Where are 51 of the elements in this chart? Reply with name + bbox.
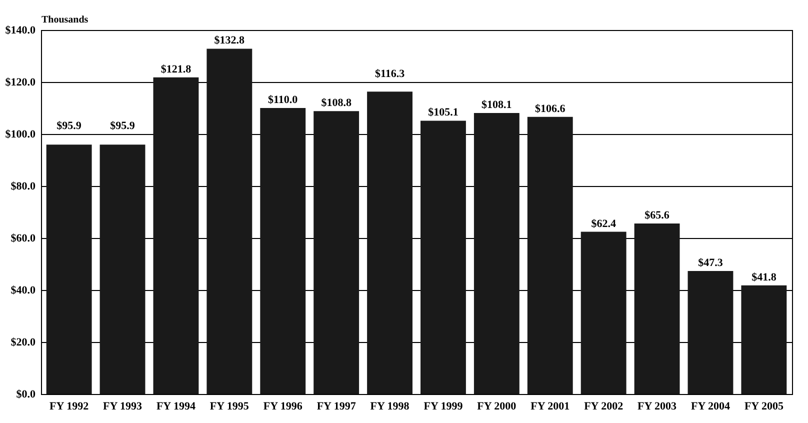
bar xyxy=(46,144,92,394)
y-tick-label: $120.0 xyxy=(5,76,36,88)
x-tick-label: FY 1994 xyxy=(156,400,196,412)
data-label: $41.8 xyxy=(752,271,777,284)
bar xyxy=(100,144,146,394)
x-tick-label: FY 1996 xyxy=(263,400,303,412)
y-tick-label: $20.0 xyxy=(10,336,36,348)
bar xyxy=(634,223,680,394)
x-tick-label: FY 1998 xyxy=(370,400,410,412)
bar xyxy=(367,92,412,394)
bar xyxy=(741,285,787,394)
data-label: $47.3 xyxy=(698,257,724,270)
bar xyxy=(474,112,520,394)
data-label: $121.8 xyxy=(160,63,192,76)
data-label: $62.4 xyxy=(591,218,616,230)
bar xyxy=(420,120,466,394)
data-label: $108.8 xyxy=(321,97,352,110)
bar xyxy=(688,271,734,394)
bar xyxy=(153,77,199,394)
data-label: $116.3 xyxy=(374,68,406,80)
data-label: $95.9 xyxy=(56,120,82,132)
data-label: $106.6 xyxy=(535,102,566,115)
y-axis-title: Thousands xyxy=(42,14,88,26)
y-tick-label: $0.0 xyxy=(16,388,36,400)
y-tick-label: $140.0 xyxy=(5,24,36,36)
data-label: $105.1 xyxy=(428,106,458,119)
x-tick-label: FY 2001 xyxy=(530,400,570,412)
y-tick-label: $80.0 xyxy=(10,180,36,192)
bar xyxy=(206,48,252,394)
x-tick-label: FY 2000 xyxy=(477,400,517,412)
x-tick-label: FY 1992 xyxy=(50,400,90,412)
data-label: $65.6 xyxy=(644,209,670,222)
bar xyxy=(314,111,360,394)
data-label: $95.9 xyxy=(110,120,136,132)
x-tick-label: FY 1993 xyxy=(103,400,143,412)
bar xyxy=(580,232,626,394)
x-tick-label: FY 1995 xyxy=(210,400,250,412)
data-label: $110.0 xyxy=(268,94,298,106)
y-tick-label: $40.0 xyxy=(10,284,36,296)
x-tick-label: FY 2005 xyxy=(744,400,784,412)
x-tick-label: FY 2003 xyxy=(638,400,678,412)
data-label: $132.8 xyxy=(214,34,246,47)
y-tick-label: $100.0 xyxy=(5,128,36,140)
data-label: $108.1 xyxy=(482,98,512,111)
x-tick-label: FY 2002 xyxy=(584,400,624,412)
y-tick-label: $60.0 xyxy=(10,232,36,244)
x-tick-label: FY 2004 xyxy=(690,400,730,412)
bar xyxy=(527,116,573,394)
bar xyxy=(260,108,306,394)
x-tick-label: FY 1997 xyxy=(316,400,356,412)
x-tick-label: FY 1999 xyxy=(424,400,464,412)
